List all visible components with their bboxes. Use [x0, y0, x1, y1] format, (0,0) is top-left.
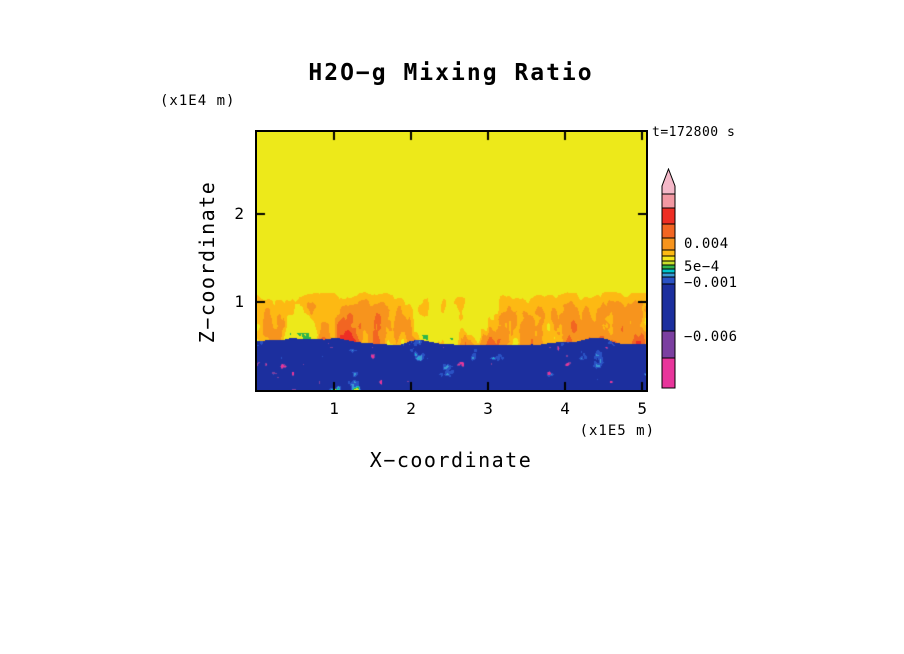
z-tick-label: 1 [234, 291, 244, 311]
colorbar-segment [661, 193, 676, 209]
colorbar-segment [661, 249, 676, 257]
colorbar-label: 5e−4 [684, 259, 720, 275]
x-tick-label: 3 [483, 399, 493, 418]
colorbar-label: 0.004 [684, 236, 729, 252]
x-tick-label: 2 [406, 399, 416, 418]
colorbar-segment [661, 260, 676, 266]
x-tick-label: 5 [637, 399, 647, 418]
x-axis-label: X−coordinate [369, 448, 533, 472]
colorbar-segment [661, 223, 676, 239]
colorbar-label: −0.001 [684, 275, 738, 291]
colorbar-segment [661, 207, 676, 225]
colorbar [661, 168, 676, 389]
x-tick-label: 1 [329, 399, 339, 418]
heatmap-canvas [257, 132, 646, 390]
z-tick-label: 2 [234, 203, 244, 223]
x-tick-label: 4 [560, 399, 570, 418]
colorbar-segment [661, 276, 676, 285]
x-axis-unit-label: (x1E5 m) [579, 423, 655, 439]
z-axis-label: Z−coordinate [195, 180, 219, 344]
colorbar-segment [661, 268, 676, 274]
colorbar-segment [661, 283, 676, 332]
colorbar-segment [661, 357, 676, 389]
colorbar-segment [661, 237, 676, 251]
timestamp-label: t=172800 s [652, 125, 736, 140]
colorbar-segment [661, 264, 676, 270]
colorbar-segment [661, 330, 676, 359]
colorbar-segment [661, 255, 676, 262]
colorbar-arrow [661, 168, 676, 195]
colorbar-label: −0.006 [684, 329, 738, 345]
colorbar-segment [661, 272, 676, 278]
chart-title: H2O−g Mixing Ratio [308, 60, 594, 86]
z-axis-unit-label: (x1E4 m) [160, 93, 236, 109]
plot-area [255, 130, 648, 392]
